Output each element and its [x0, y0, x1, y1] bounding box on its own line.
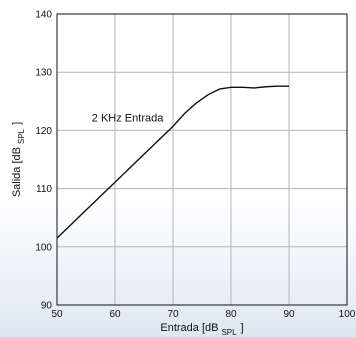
y-axis-label-sub: SPL — [17, 128, 26, 144]
x-tick-label: 90 — [283, 309, 295, 320]
series-line — [56, 85, 289, 239]
grid-lines — [57, 14, 347, 305]
y-axis-label: Salida [dB SPL] — [11, 122, 26, 197]
tick-labels: 50 60 70 80 90 100 90 100 110 120 130 140 — [35, 10, 355, 321]
series-group — [56, 85, 289, 239]
y-tick-label: 130 — [35, 68, 52, 79]
y-axis-label-main: Salida [dB — [11, 147, 23, 197]
x-axis-label-close: ] — [241, 322, 244, 334]
annotation-label: 2 KHz Entrada — [92, 113, 164, 125]
y-tick-label: 140 — [35, 10, 52, 21]
x-tick-label: 80 — [225, 309, 237, 320]
x-tick-label: 50 — [51, 309, 63, 320]
x-tick-label: 60 — [109, 309, 121, 320]
y-axis-label-close: ] — [11, 122, 23, 125]
x-tick-label: 100 — [339, 309, 356, 320]
y-tick-label: 90 — [41, 301, 53, 312]
x-axis-label: Entrada [dB SPL] — [160, 322, 243, 337]
plot-frame — [56, 13, 348, 306]
y-tick-label: 100 — [35, 242, 52, 253]
y-tick-label: 110 — [36, 184, 52, 195]
x-axis-label-sub: SPL — [221, 328, 237, 337]
x-tick-label: 70 — [167, 309, 179, 320]
y-tick-label: 120 — [35, 126, 52, 137]
x-axis-label-main: Entrada [dB — [160, 322, 218, 334]
